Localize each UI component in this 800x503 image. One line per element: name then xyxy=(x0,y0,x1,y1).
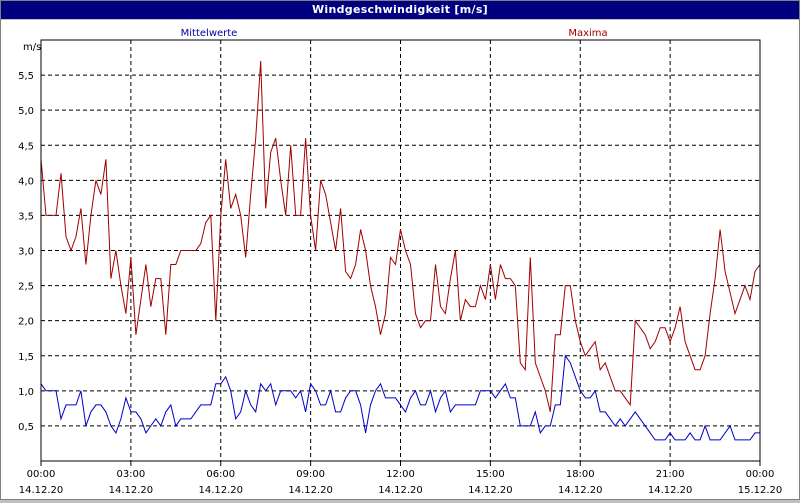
x-tick-date: 14.12.20 xyxy=(468,485,513,496)
y-tick-label: 0,5 xyxy=(18,422,34,433)
x-tick-time: 06:00 xyxy=(206,469,235,480)
x-tick-time: 09:00 xyxy=(296,469,325,480)
chart-area: Mittelwerte Maxima m/s 0,5 1,0 1,5 2,0 2,5 3,… xyxy=(1,20,799,499)
legend-max: Maxima xyxy=(568,28,607,39)
x-tick-time: 18:00 xyxy=(566,469,595,480)
y-tick-label: 3,5 xyxy=(18,211,34,222)
window-title: Windgeschwindigkeit [m/s] xyxy=(1,1,799,19)
x-tick-date: 14.12.20 xyxy=(288,485,333,496)
x-tick-date: 15.12.20 xyxy=(738,485,783,496)
x-tick-time: 12:00 xyxy=(386,469,415,480)
x-tick-time: 21:00 xyxy=(656,469,685,480)
y-tick-label: 2,0 xyxy=(18,317,34,328)
legend-mean: Mittelwerte xyxy=(181,28,238,39)
y-tick-label: 5,0 xyxy=(18,106,34,117)
x-tick-date: 14.12.20 xyxy=(198,485,243,496)
x-tick-time: 03:00 xyxy=(116,469,145,480)
plot-frame xyxy=(40,39,761,462)
x-tick-time: 15:00 xyxy=(476,469,505,480)
y-tick-label: 4,5 xyxy=(18,141,34,152)
y-tick-label: 5,5 xyxy=(18,71,34,82)
x-tick-time: 00:00 xyxy=(746,469,775,480)
series-line-mean xyxy=(40,354,761,441)
x-tick-date: 14.12.20 xyxy=(378,485,423,496)
wind-speed-chart: Mittelwerte Maxima m/s 0,5 1,0 1,5 2,0 2,5 3,… xyxy=(18,28,782,496)
y-axis-unit: m/s xyxy=(23,42,41,53)
x-tick-date: 14.12.20 xyxy=(648,485,693,496)
y-tick-label: 2,5 xyxy=(18,282,34,293)
grid-lines xyxy=(41,40,760,461)
y-tick-label: 3,0 xyxy=(18,247,34,258)
x-tick-date: 14.12.20 xyxy=(19,485,64,496)
y-tick-label: 1,5 xyxy=(18,352,34,363)
y-tick-label: 1,0 xyxy=(18,387,34,398)
axes xyxy=(40,39,761,466)
x-tick-time: 00:00 xyxy=(27,469,56,480)
tick-labels: 0,5 1,0 1,5 2,0 2,5 3,0 3,5 4,0 4,5 5,0 5,5 00:00 14… xyxy=(18,71,782,496)
y-tick-label: 4,0 xyxy=(18,176,34,187)
x-tick-date: 14.12.20 xyxy=(109,485,154,496)
x-tick-date: 14.12.20 xyxy=(558,485,603,496)
